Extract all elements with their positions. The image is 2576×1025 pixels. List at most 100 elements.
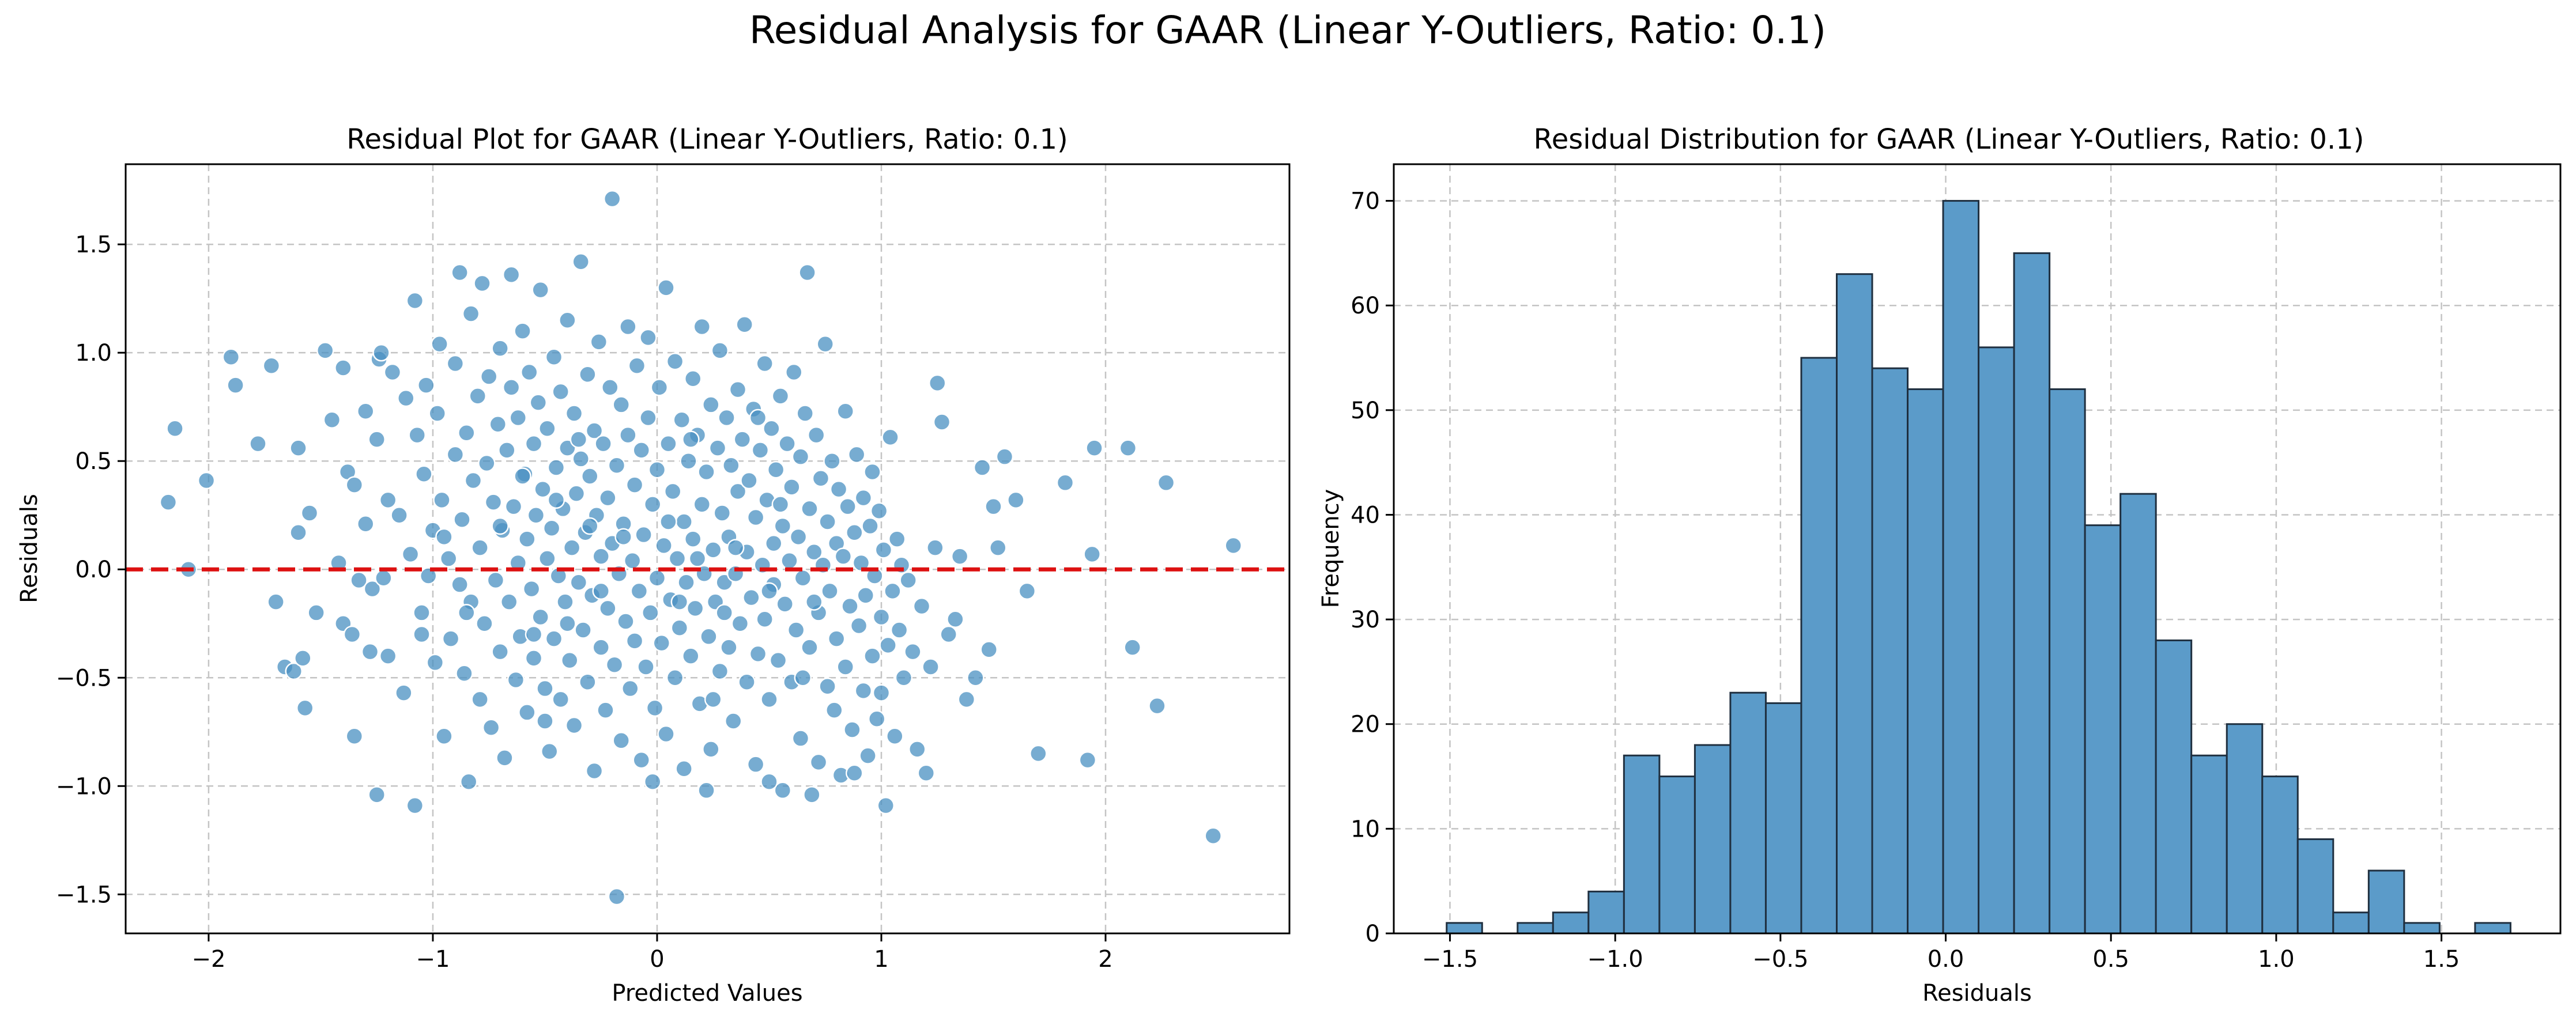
histogram-y-tick-label: 70 — [1351, 188, 1380, 215]
scatter-point — [738, 673, 756, 691]
scatter-point — [881, 428, 899, 447]
scatter-point — [559, 311, 576, 330]
scatter-point — [623, 551, 642, 570]
scatter-point — [509, 409, 527, 427]
histogram-bar — [1942, 200, 1980, 935]
scatter-point — [771, 387, 790, 405]
scatter-point — [480, 368, 498, 385]
histogram-bar — [1446, 922, 1483, 935]
scatter-point — [368, 430, 386, 448]
scatter-point — [556, 593, 574, 611]
scatter-point — [525, 434, 543, 453]
scatter-point — [397, 389, 415, 407]
scatter-point — [469, 387, 487, 405]
scatter-point — [426, 653, 444, 672]
histogram-bar — [1658, 776, 1696, 935]
scatter-point — [677, 573, 695, 592]
scatter-point — [514, 467, 531, 485]
scatter-point — [442, 630, 460, 648]
scatter-point — [569, 430, 588, 448]
scatter-point — [874, 541, 893, 559]
scatter-point — [801, 500, 819, 518]
scatter-point — [771, 496, 790, 513]
scatter-point — [594, 434, 612, 453]
scatter-point — [854, 682, 873, 700]
histogram-bar — [1552, 911, 1590, 935]
scatter-point — [518, 530, 536, 548]
histogram-x-label: Residuals — [1922, 980, 2032, 1007]
scatter-point — [267, 593, 285, 611]
scatter-point — [307, 604, 325, 622]
scatter-x-tick-label: 2 — [1098, 946, 1112, 973]
scatter-point — [435, 528, 453, 546]
scatter-points — [159, 190, 1242, 906]
scatter-point — [484, 493, 503, 511]
scatter-point — [879, 636, 897, 655]
scatter-point — [870, 502, 888, 520]
scatter-point — [798, 263, 816, 282]
scatter-point — [462, 305, 480, 323]
scatter-point — [415, 465, 433, 483]
scatter-point — [839, 497, 857, 516]
scatter-point — [670, 593, 689, 611]
scatter-point — [682, 430, 700, 448]
histogram-x-tick-label: 0.5 — [2092, 946, 2129, 973]
scatter-point — [585, 422, 604, 440]
histogram-x-tick-label: −0.5 — [1752, 946, 1808, 973]
histogram-bars — [1446, 200, 2511, 935]
scatter-point — [899, 571, 917, 589]
scatter-point — [785, 363, 803, 381]
scatter-point — [635, 525, 653, 544]
scatter-point — [859, 747, 877, 765]
scatter-point — [686, 599, 704, 618]
scatter-point — [973, 459, 991, 476]
scatter-point — [413, 625, 431, 644]
scatter-point — [884, 582, 902, 600]
histogram-bar — [1835, 273, 1873, 935]
scatter-point — [704, 690, 722, 709]
scatter-y-tick-label: −1.5 — [56, 882, 112, 908]
scatter-point — [713, 504, 731, 522]
scatter-point — [834, 547, 853, 565]
scatter-point — [801, 638, 819, 656]
scatter-point — [498, 441, 516, 459]
scatter-point — [749, 409, 767, 427]
scatter-point — [863, 647, 881, 665]
histogram-y-tick-label: 20 — [1351, 712, 1380, 738]
scatter-point — [715, 604, 733, 622]
scatter-point — [585, 762, 604, 780]
histogram-y-tick-label: 10 — [1351, 816, 1380, 842]
scatter-point — [289, 524, 307, 542]
scatter-point — [489, 415, 507, 433]
histogram-y-tick-label: 40 — [1351, 502, 1380, 528]
histogram-bar — [2190, 754, 2228, 935]
scatter-axes: −2 −1 0 1 2 −1.5 −1.0 −0.5 0.0 0.5 1.0 1.5 — [56, 232, 1113, 973]
scatter-point — [285, 662, 303, 680]
scatter-point — [343, 625, 361, 644]
scatter-point — [572, 252, 590, 271]
scatter-point — [599, 599, 617, 618]
scatter-point — [872, 684, 891, 702]
histogram-bar — [1907, 388, 1944, 935]
scatter-point — [491, 517, 509, 535]
scatter-point — [249, 434, 267, 453]
scatter-point — [597, 701, 614, 719]
scatter-point — [928, 374, 946, 392]
scatter-point — [765, 534, 783, 553]
scatter-point — [433, 491, 451, 509]
scatter-point — [464, 471, 482, 490]
scatter-point — [812, 470, 830, 487]
scatter-point — [547, 459, 565, 476]
scatter-point — [534, 480, 552, 498]
histogram-bar — [1800, 357, 1838, 935]
scatter-point — [829, 480, 848, 498]
scatter-point — [908, 740, 926, 758]
scatter-point — [428, 404, 446, 422]
scatter-y-tick-label: 1.5 — [75, 232, 112, 258]
scatter-point — [628, 357, 646, 375]
scatter-point — [345, 476, 364, 494]
histogram-bar — [2367, 869, 2405, 935]
scatter-point — [756, 610, 774, 628]
histogram-bar — [2226, 723, 2264, 935]
